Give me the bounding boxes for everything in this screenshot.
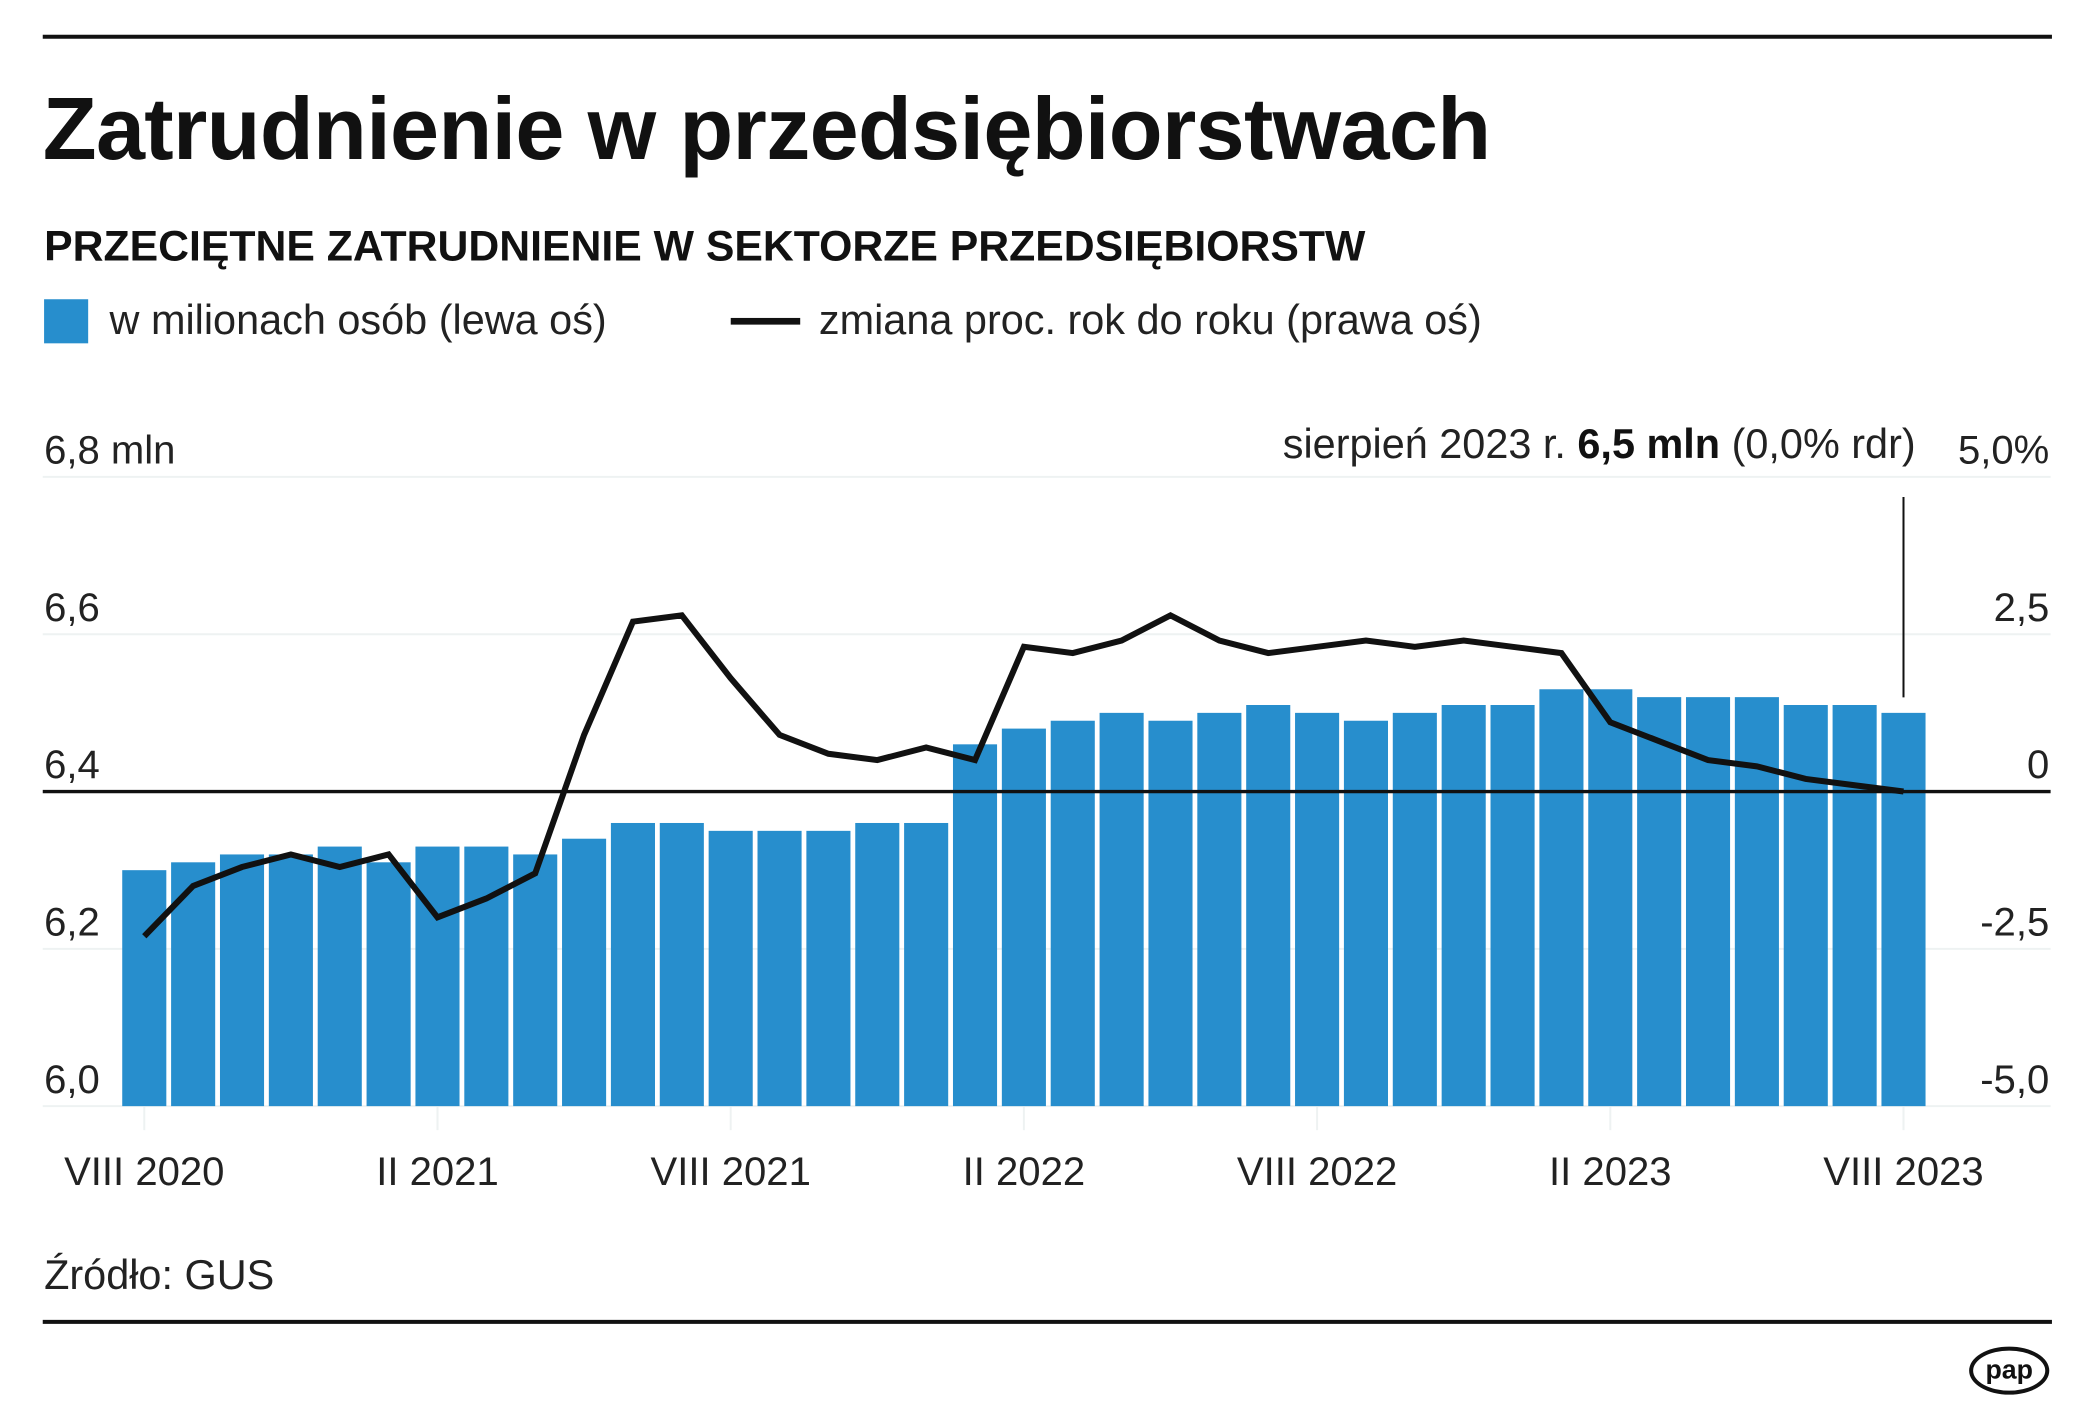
x-axis-tick-label: II 2022	[963, 1150, 1086, 1194]
chart-subtitle: PRZECIĘTNE ZATRUDNIENIE W SEKTORZE PRZED…	[44, 221, 1366, 270]
chart-title: Zatrudnienie w przedsiębiorstwach	[42, 78, 1491, 178]
bar	[562, 838, 607, 1107]
left-axis-tick-label: 6,0	[44, 1058, 100, 1102]
bar	[122, 870, 167, 1107]
bar	[855, 822, 900, 1107]
x-axis-tick-label: II 2021	[376, 1150, 499, 1194]
annotation: sierpień 2023 r. 6,5 mln (0,0% rdr)	[1283, 421, 1916, 467]
left-axis-tick-label: 6,2	[44, 900, 100, 944]
bar	[1343, 720, 1388, 1107]
bar	[952, 744, 998, 1107]
bar	[1197, 712, 1242, 1107]
bar	[659, 822, 704, 1107]
bar	[1685, 697, 1731, 1107]
right-axis-tick-label: -2,5	[1980, 900, 2049, 944]
x-axis-tick-label: II 2023	[1549, 1150, 1672, 1194]
bar	[1246, 705, 1291, 1107]
legend-item-line: zmiana proc. rok do roku (prawa oś)	[730, 296, 1482, 345]
bar	[1881, 712, 1926, 1107]
top-rule	[42, 34, 2052, 39]
bar	[757, 830, 802, 1107]
bar	[1734, 697, 1779, 1107]
bar	[317, 846, 362, 1107]
bar	[610, 822, 655, 1107]
bar	[513, 854, 558, 1107]
annotation-prefix: sierpień 2023 r.	[1283, 421, 1578, 467]
bar	[464, 846, 509, 1107]
bar	[1783, 705, 1828, 1107]
bottom-rule	[42, 1319, 2052, 1324]
bar	[1099, 712, 1144, 1107]
right-axis-tick-label: 0	[2027, 743, 2049, 787]
bar	[268, 854, 313, 1107]
left-axis-tick-label: 6,8 mln	[44, 429, 175, 473]
bar	[1490, 705, 1535, 1107]
x-axis-tick-label: VIII 2020	[64, 1150, 224, 1194]
bar	[708, 830, 753, 1107]
legend-line-swatch	[730, 317, 801, 324]
left-axis-tick-label: 6,6	[44, 586, 100, 630]
x-axis-tick-label: VIII 2022	[1237, 1150, 1397, 1194]
bar	[904, 822, 949, 1107]
right-axis-tick-label: 5,0%	[1958, 429, 2049, 473]
bar	[1050, 720, 1095, 1107]
bar	[1295, 712, 1340, 1107]
x-axis-tick-label: VIII 2021	[650, 1150, 810, 1194]
bar	[1832, 705, 1877, 1107]
bar	[1001, 728, 1046, 1107]
bar	[1148, 720, 1193, 1107]
bar	[806, 830, 851, 1107]
bar	[219, 854, 265, 1107]
annotation-suffix: (0,0% rdr)	[1720, 421, 1916, 467]
source-note: Źródło: GUS	[44, 1251, 275, 1299]
legend-bar-swatch	[44, 298, 89, 343]
right-axis-tick-label: 2,5	[1994, 586, 2050, 630]
bar	[1392, 712, 1437, 1107]
bar	[1637, 697, 1682, 1107]
bar	[1539, 689, 1584, 1107]
pap-logo: pap	[1969, 1346, 2050, 1395]
bar	[415, 846, 460, 1107]
chart-area: 6,0 6,2 6,4 6,6 6,8 mln -5,0 -2,5 0 2,5 5,0% VIII …	[42, 421, 2051, 1194]
yoy-change-line	[142, 611, 1904, 939]
right-axis-tick-label: -5,0	[1980, 1058, 2049, 1102]
bar	[1441, 705, 1486, 1107]
bar	[366, 862, 411, 1107]
legend-bars-label: w milionach osób (lewa oś)	[109, 296, 607, 344]
x-axis-tick-label: VIII 2023	[1823, 1150, 1983, 1194]
annotation-value: 6,5 mln	[1577, 421, 1720, 467]
legend-item-bars: w milionach osób (lewa oś)	[44, 297, 607, 345]
legend-line-label: zmiana proc. rok do roku (prawa oś)	[818, 296, 1482, 344]
bar	[1588, 689, 1633, 1107]
left-axis-tick-label: 6,4	[44, 743, 100, 787]
